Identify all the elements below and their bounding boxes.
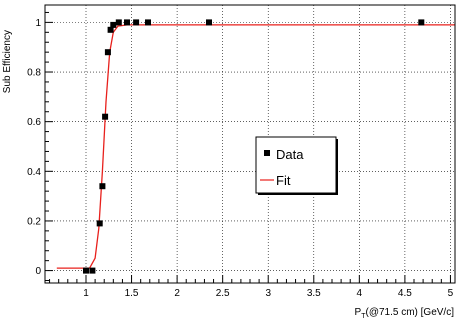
y-tick-label: 0.8: [27, 68, 41, 79]
data-point: [83, 267, 89, 274]
x-axis-title-subscript: T: [361, 313, 366, 320]
data-point: [89, 267, 96, 274]
data-point: [133, 19, 140, 26]
x-tick-label: 4: [357, 288, 363, 299]
y-tick-label: 0.2: [27, 216, 41, 227]
legend-box: [255, 136, 337, 194]
x-axis-title-main: P: [355, 307, 362, 318]
data-point: [104, 49, 111, 56]
data-point: [115, 19, 122, 26]
data-point: [124, 19, 130, 26]
data-point: [206, 19, 212, 26]
y-tick-label: 0.4: [27, 167, 41, 178]
x-axis-title: PT(@71.5 cm) [GeV/c]: [355, 307, 455, 320]
x-tick-label: 2.5: [216, 288, 230, 299]
y-tick-label: 1: [35, 18, 41, 29]
x-tick-label: 5: [448, 288, 454, 299]
x-tick-label: 3: [265, 288, 271, 299]
data-point: [418, 19, 425, 26]
legend-fit-label: Fit: [276, 173, 291, 188]
x-tick-label: 1: [83, 288, 89, 299]
y-axis-title: Sub Efficiency: [2, 30, 13, 93]
x-axis-title-rest: (@71.5 cm) [GeV/c]: [365, 307, 454, 318]
data-point: [102, 113, 109, 120]
axis-ticks: [45, 11, 451, 283]
x-tick-label: 4.5: [398, 288, 412, 299]
legend: Data Fit: [255, 136, 338, 195]
data-point: [145, 19, 151, 26]
data-point: [107, 26, 114, 33]
y-tick-label: 0: [35, 266, 41, 277]
fit-curve: [56, 24, 455, 269]
tick-labels: 1 1.5 2 2.5 3 3.5 4 4.5 5 0 0.2 0.4 0.6 0.8 1: [27, 18, 454, 299]
legend-data-marker: [264, 150, 270, 156]
data-point: [99, 183, 106, 190]
plot-series: [56, 19, 455, 274]
data-point: [96, 220, 103, 227]
x-tick-label: 2: [174, 288, 180, 299]
x-tick-label: 1.5: [125, 288, 139, 299]
x-tick-label: 3.5: [307, 288, 321, 299]
legend-data-label: Data: [276, 147, 304, 162]
grid-lines: [45, 5, 455, 283]
data-point: [110, 21, 117, 28]
y-tick-label: 0.6: [27, 117, 41, 128]
